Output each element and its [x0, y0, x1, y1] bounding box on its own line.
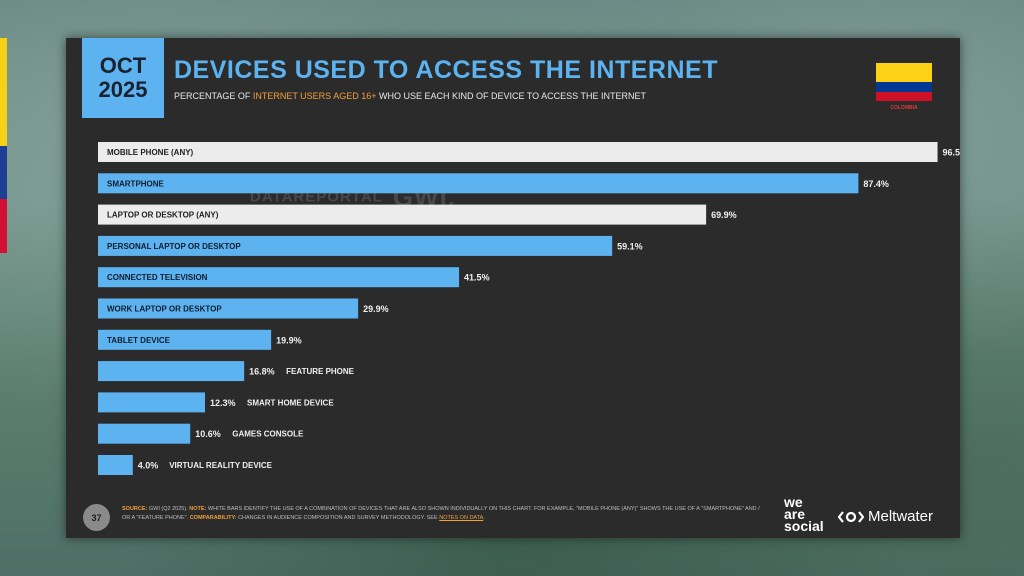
country-flag [876, 63, 932, 101]
footnote-source-label: SOURCE: [122, 506, 148, 512]
value-label: 19.9% [276, 335, 302, 345]
category-label: GAMES CONSOLE [232, 430, 304, 439]
bar [98, 423, 191, 444]
meltwater-mark-icon [838, 510, 864, 523]
category-label: PERSONAL LAPTOP OR DESKTOP [107, 242, 241, 251]
side-flag-red [0, 199, 7, 253]
meltwater-wordmark: Meltwater [868, 508, 934, 525]
bar-chart: 96.5% MOBILE PHONE (ANY) 87.4% SMARTPHONE 69… [98, 142, 960, 475]
value-label: 4.0% [138, 461, 159, 471]
bar [98, 173, 859, 194]
page-subtitle: PERCENTAGE OF INTERNET USERS AGED 16+ WH… [174, 91, 646, 101]
bar [98, 329, 272, 350]
subtitle-pre: PERCENTAGE OF [174, 91, 253, 101]
logo-word-social: social [784, 518, 824, 534]
footnote-comparability-label: COMPARABILITY: [189, 515, 237, 521]
bar [98, 455, 133, 475]
logo-word-are: are [784, 506, 806, 522]
bar [98, 267, 460, 288]
footnote: SOURCE: GWI (Q2 2025). NOTE: WHITE BARS … [122, 505, 762, 523]
notes-on-data-link[interactable]: NOTES ON DATA [439, 515, 484, 521]
category-label: MOBILE PHONE (ANY) [107, 148, 194, 157]
subtitle-highlight: INTERNET USERS AGED 16+ [252, 91, 377, 101]
country-name: COLOMBIA [890, 105, 918, 111]
date-year: 2025 [98, 77, 148, 102]
date-month: OCT [99, 53, 147, 78]
side-flag-blue [0, 145, 7, 200]
page-number: 37 [83, 504, 110, 531]
bar [98, 235, 613, 256]
category-label: SMART HOME DEVICE [247, 398, 334, 407]
bar [98, 142, 938, 162]
we-are-social-logo: we are social [784, 494, 824, 534]
category-label: VIRTUAL REALITY DEVICE [169, 461, 272, 470]
side-flag-yellow [0, 38, 7, 146]
footnote-note-text: WHITE BARS IDENTIFY THE USE OF A COMBINA… [122, 506, 760, 521]
meltwater-logo: Meltwater [838, 508, 933, 525]
flag-yellow-band [876, 63, 932, 82]
value-label: 41.5% [464, 273, 490, 283]
category-label: SMARTPHONE [107, 179, 165, 188]
subtitle-post: WHO USE EACH KIND OF DEVICE TO ACCESS TH… [376, 91, 647, 101]
flag-blue-band [876, 82, 932, 92]
flag-red-band [876, 91, 932, 101]
bar [98, 392, 206, 413]
footnote-note-label: NOTE: [189, 506, 207, 512]
category-label: CONNECTED TELEVISION [107, 273, 208, 282]
footnote-source-text: GWI (Q2 2025). [147, 506, 190, 512]
bar [98, 204, 707, 225]
footnote-end: . [483, 515, 485, 521]
slide: OCT 2025 DEVICES USED TO ACCESS THE INTE… [66, 38, 960, 538]
category-label: TABLET DEVICE [107, 336, 171, 345]
value-label: 69.9% [711, 210, 737, 220]
value-label: 59.1% [617, 241, 643, 251]
category-label: FEATURE PHONE [286, 367, 355, 376]
footnote-comparability-text: CHANGES IN AUDIENCE COMPOSITION AND SURV… [236, 515, 440, 521]
date-badge: OCT 2025 [82, 38, 164, 118]
value-label: 12.3% [210, 398, 236, 408]
page-title: DEVICES USED TO ACCESS THE INTERNET [174, 56, 718, 84]
side-flag-strip [0, 38, 7, 253]
category-label: WORK LAPTOP OR DESKTOP [107, 305, 222, 314]
logo-word-we: we [784, 494, 803, 510]
bar [98, 298, 359, 319]
bar [98, 361, 245, 382]
value-label: 87.4% [863, 179, 889, 189]
category-label: LAPTOP OR DESKTOP (ANY) [107, 211, 219, 220]
value-label: 29.9% [363, 304, 389, 314]
value-label: 96.5% [943, 148, 960, 158]
value-label: 16.8% [249, 367, 275, 377]
value-label: 10.6% [195, 429, 221, 439]
